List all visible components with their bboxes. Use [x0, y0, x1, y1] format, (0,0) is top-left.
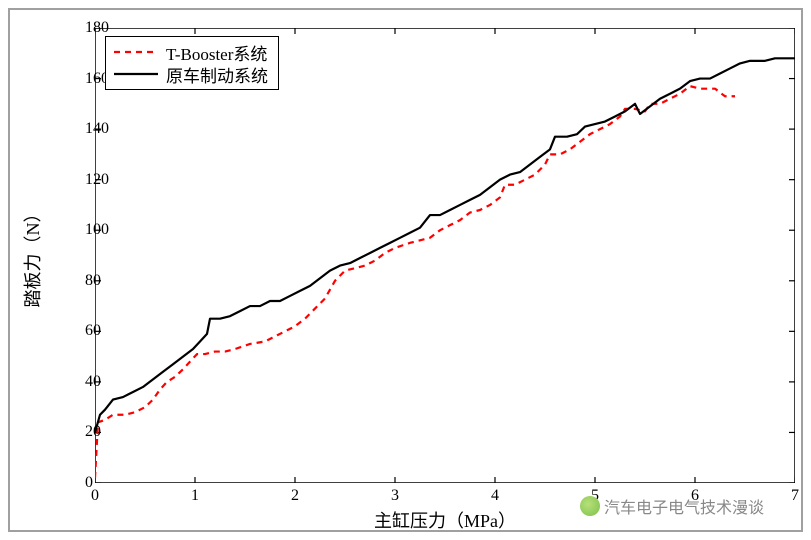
series-line: [95, 58, 795, 432]
watermark-text: 汽车电子电气技术漫谈: [604, 494, 764, 518]
chart-container: 01234567020406080100120140160180 踏板力（N） …: [8, 8, 803, 532]
x-tick-label: 3: [391, 487, 399, 505]
legend-item: T-Booster系统: [112, 41, 268, 63]
legend-swatch: [112, 43, 160, 61]
x-tick-label: 1: [191, 487, 199, 505]
plot-area: [95, 28, 795, 483]
x-tick-label: 7: [791, 487, 799, 505]
x-axis-label: 主缸压力（MPa）: [374, 507, 516, 533]
x-tick-label: 4: [491, 487, 499, 505]
plot-svg: [95, 28, 795, 483]
watermark: 汽车电子电气技术漫谈: [580, 494, 764, 518]
x-tick-label: 2: [291, 487, 299, 505]
legend-label: 原车制动系统: [166, 62, 268, 87]
series-line: [95, 86, 735, 478]
legend: T-Booster系统原车制动系统: [105, 36, 279, 90]
legend-item: 原车制动系统: [112, 63, 268, 85]
legend-swatch: [112, 65, 160, 83]
wechat-icon: [580, 496, 600, 516]
y-axis-label: 踏板力（N）: [19, 204, 45, 307]
